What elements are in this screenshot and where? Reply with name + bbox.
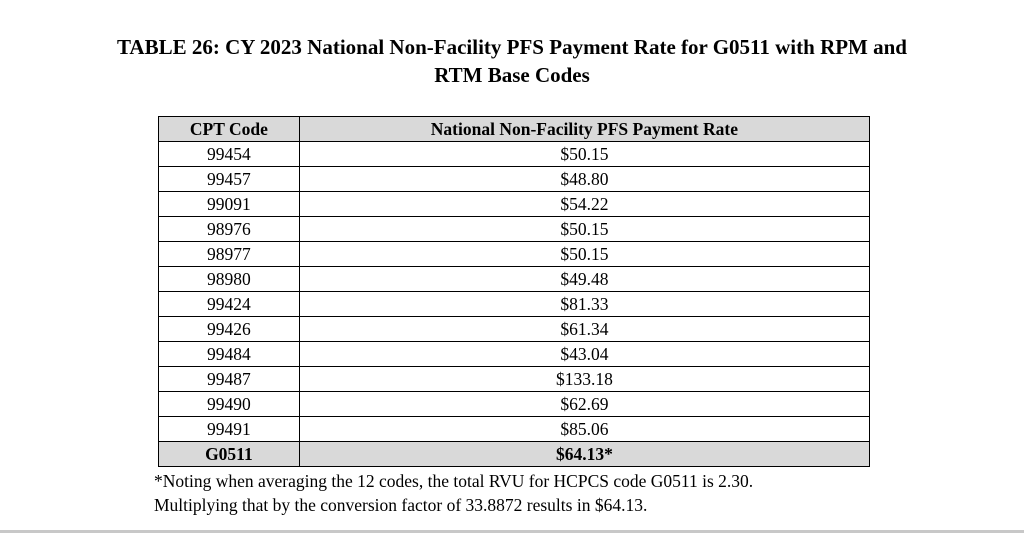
cpt-code-cell: 99091 bbox=[158, 191, 300, 217]
cpt-code-cell: 99457 bbox=[158, 166, 300, 192]
cpt-code-cell: 98977 bbox=[158, 241, 300, 267]
cpt-code-cell: 98980 bbox=[158, 266, 300, 292]
payment-rate-cell: $81.33 bbox=[298, 291, 871, 317]
table-row: 99457 $48.80 bbox=[158, 166, 871, 192]
footnote-line-1: *Noting when averaging the 12 codes, the… bbox=[154, 471, 754, 491]
table-title-line-1: TABLE 26: CY 2023 National Non-Facility … bbox=[116, 35, 907, 59]
table-header-row: CPT Code National Non-Facility PFS Payme… bbox=[158, 116, 871, 142]
table-row: 99454 $50.15 bbox=[158, 141, 871, 167]
table-row: 99490 $62.69 bbox=[158, 391, 871, 417]
table-row: 99091 $54.22 bbox=[158, 191, 871, 217]
payment-rate-cell: $62.69 bbox=[298, 391, 871, 417]
table-row: 99424 $81.33 bbox=[158, 291, 871, 317]
cpt-code-cell: 99424 bbox=[158, 291, 300, 317]
cpt-code-cell: 99484 bbox=[158, 341, 300, 367]
cpt-code-cell: 99487 bbox=[158, 366, 300, 392]
payment-rate-cell: $50.15 bbox=[298, 216, 871, 242]
payment-rate-cell: $85.06 bbox=[298, 416, 871, 442]
table-row: 99491 $85.06 bbox=[158, 416, 871, 442]
payment-rate-cell: $61.34 bbox=[298, 316, 871, 342]
table-footnote: *Noting when averaging the 12 codes, the… bbox=[154, 469, 753, 517]
header-payment-rate: National Non-Facility PFS Payment Rate bbox=[298, 116, 871, 142]
payment-rate-table: CPT Code National Non-Facility PFS Payme… bbox=[158, 116, 871, 467]
total-row: G0511 $64.13* bbox=[158, 441, 871, 467]
payment-rate-cell: $133.18 bbox=[298, 366, 871, 392]
cpt-code-cell: 99491 bbox=[158, 416, 300, 442]
table-row: 99487 $133.18 bbox=[158, 366, 871, 392]
cpt-code-cell: 98976 bbox=[158, 216, 300, 242]
cpt-code-cell: 99490 bbox=[158, 391, 300, 417]
payment-rate-cell: $43.04 bbox=[298, 341, 871, 367]
table-title: TABLE 26: CY 2023 National Non-Facility … bbox=[0, 33, 1024, 89]
table-row: 98980 $49.48 bbox=[158, 266, 871, 292]
payment-rate-cell: $54.22 bbox=[298, 191, 871, 217]
footnote-line-2: Multiplying that by the conversion facto… bbox=[154, 495, 648, 515]
total-rate-cell: $64.13* bbox=[298, 441, 871, 467]
cpt-code-cell: 99426 bbox=[158, 316, 300, 342]
page-bottom-divider bbox=[0, 530, 1024, 533]
cpt-code-cell: 99454 bbox=[158, 141, 300, 167]
table-row: 99484 $43.04 bbox=[158, 341, 871, 367]
table-row: 99426 $61.34 bbox=[158, 316, 871, 342]
header-cpt-code: CPT Code bbox=[158, 116, 300, 142]
total-code-cell: G0511 bbox=[158, 441, 300, 467]
table-title-line-2: RTM Base Codes bbox=[434, 63, 590, 87]
table-row: 98976 $50.15 bbox=[158, 216, 871, 242]
payment-rate-cell: $50.15 bbox=[298, 141, 871, 167]
table-row: 98977 $50.15 bbox=[158, 241, 871, 267]
payment-rate-cell: $49.48 bbox=[298, 266, 871, 292]
payment-rate-cell: $48.80 bbox=[298, 166, 871, 192]
payment-rate-cell: $50.15 bbox=[298, 241, 871, 267]
